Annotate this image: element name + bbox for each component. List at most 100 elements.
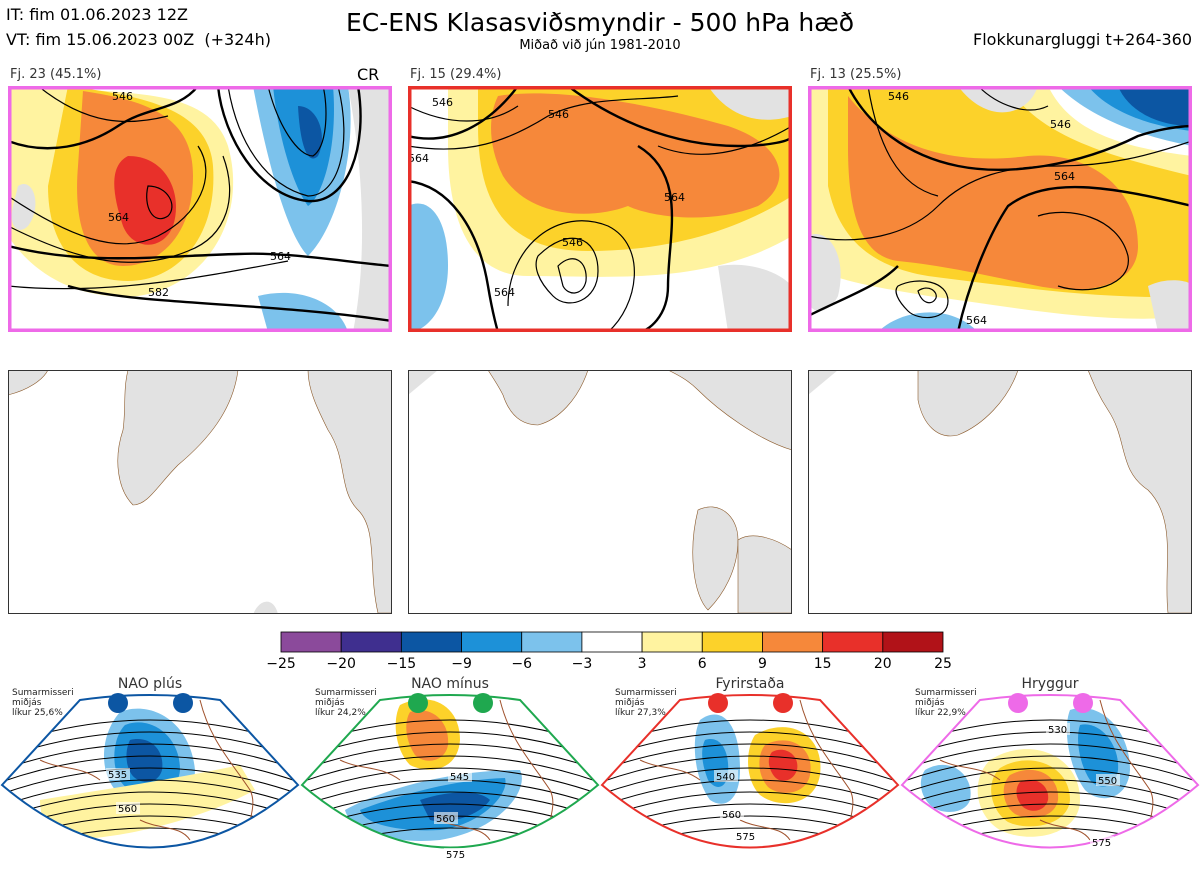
cluster-1-map: 546 564 564 582 <box>8 86 392 332</box>
regime-info: Sumarmisseri miðjás líkur 24,2% <box>315 688 377 718</box>
cluster-2-contour-label: 546 <box>432 96 453 109</box>
regime-info-line: líkur 27,3% <box>615 708 666 718</box>
height-contour <box>2 755 298 787</box>
height-contour <box>302 743 598 775</box>
cluster-3-frame <box>808 86 1192 332</box>
colorbar-tick-label: 9 <box>757 656 767 672</box>
height-contour <box>902 779 1198 811</box>
regime-contour-label: 560 <box>722 810 741 821</box>
cluster-3-map: 546 564 546 564 <box>808 86 1192 332</box>
regime-name: NAO mínus <box>411 676 489 692</box>
anomaly-shading <box>406 710 449 761</box>
anomaly-shading <box>40 765 255 840</box>
colorbar-tick-label: 6 <box>697 656 707 672</box>
regime-contour-label: 560 <box>436 814 455 825</box>
cluster-3-contour-label: 564 <box>1054 170 1075 183</box>
page-subtitle: Miðað við jún 1981-2010 <box>519 38 681 53</box>
height-contour <box>302 755 598 787</box>
colorbar-cell <box>882 631 944 653</box>
anomaly-shading <box>126 739 163 782</box>
cluster-2-contour-label: 546 <box>562 236 583 249</box>
regime-info-line: miðjás <box>12 698 42 708</box>
initial-time: IT: fim 01.06.2023 12Z <box>6 5 188 24</box>
regime-info-line: Sumarmisseri <box>615 688 677 698</box>
regime-info-line: Sumarmisseri <box>915 688 977 698</box>
anomaly-shading <box>920 764 971 812</box>
height-contour <box>602 779 898 811</box>
regime-info: Sumarmisseri miðjás líkur 27,3% <box>615 688 677 718</box>
regime-name: Fyrirstaða <box>715 676 785 692</box>
height-contour <box>602 767 898 799</box>
cluster-2-label: Fj. 15 (29.4%) <box>410 67 502 82</box>
regime-marker <box>1008 693 1028 713</box>
cluster-2-contour-label: 564 <box>408 152 429 165</box>
colorbar-tick-label: −6 <box>511 656 533 672</box>
regime-contour-label: 550 <box>1098 776 1117 787</box>
regime-contour-label: 575 <box>736 832 755 843</box>
regime-marker <box>773 693 793 713</box>
regime-info-line: líkur 22,9% <box>915 708 966 718</box>
cluster-1-frame <box>8 86 392 332</box>
cluster-3-contour-label: 546 <box>1050 118 1071 131</box>
regime-info: Sumarmisseri miðjás líkur 25,6% <box>12 688 74 718</box>
cluster-1-contour-label: 546 <box>112 90 133 103</box>
valid-time: VT: fim 15.06.2023 00Z (+324h) <box>6 30 271 49</box>
regime-outline <box>600 694 900 849</box>
colorbar-tick-label: −20 <box>326 656 356 672</box>
colorbar <box>280 631 944 653</box>
colorbar-tick-label: 15 <box>813 656 832 672</box>
cluster-1-contour-label: 582 <box>148 286 169 299</box>
regime-info: Sumarmisseri miðjás líkur 22,9% <box>915 688 977 718</box>
colorbar-tick-label: −25 <box>266 656 296 672</box>
colorbar-tick-label: −15 <box>386 656 417 672</box>
colorbar-tick-label: 3 <box>637 656 647 672</box>
cluster-2-frame <box>408 86 792 332</box>
height-contour <box>902 755 1198 787</box>
cluster-2-map: 546 546 564 546 564 564 <box>408 86 792 332</box>
anomaly-shading <box>1015 848 1045 863</box>
regime-info-line: Sumarmisseri <box>12 688 74 698</box>
classification-window: Flokkunargluggi t+264-360 <box>973 30 1192 49</box>
regime-contour-label: 560 <box>118 804 137 815</box>
cluster-2-contour-label: 546 <box>548 108 569 121</box>
regime-marker <box>408 693 428 713</box>
height-contour <box>602 743 898 775</box>
regime-name: NAO plús <box>117 676 183 692</box>
colorbar-tick-label: −9 <box>451 656 472 672</box>
height-contour <box>302 767 598 799</box>
regime-marker <box>708 693 728 713</box>
cluster-3-contour-label: 564 <box>966 314 987 327</box>
land-map-2 <box>408 370 792 614</box>
cluster-3-label: Fj. 13 (25.5%) <box>810 67 902 82</box>
cluster-3-contour-label: 546 <box>888 90 909 103</box>
regime-contour-label: 575 <box>1092 838 1111 849</box>
regime-info-line: Sumarmisseri <box>315 688 377 698</box>
cluster-1-contour-label: 564 <box>108 211 129 224</box>
colorbar-tick-label: 25 <box>934 656 952 672</box>
cluster-1-contour-label: 564 <box>270 250 291 263</box>
regime-marker <box>473 693 493 713</box>
height-contour <box>602 755 898 787</box>
regime-marker <box>173 693 193 713</box>
regime-info-line: líkur 24,2% <box>315 708 366 718</box>
cluster-2-contour-label: 564 <box>494 286 515 299</box>
anomaly-shading <box>1016 779 1049 811</box>
regime-info-line: líkur 25,6% <box>12 708 63 718</box>
regime-contour-label: 575 <box>446 850 465 861</box>
colorbar-tick-label: 20 <box>873 656 892 672</box>
land-map-3 <box>808 370 1192 614</box>
regime-outline <box>900 694 1200 849</box>
regime-info-line: miðjás <box>315 698 345 708</box>
regime-contour-label: 545 <box>450 772 469 783</box>
anomaly-shading <box>1078 724 1119 787</box>
colorbar-tick-label: −3 <box>571 656 593 672</box>
height-contour <box>2 779 298 811</box>
height-contour <box>2 743 298 775</box>
regime-outline <box>300 694 600 849</box>
regime-contour-label: 530 <box>1048 725 1067 736</box>
height-contour <box>902 767 1198 799</box>
